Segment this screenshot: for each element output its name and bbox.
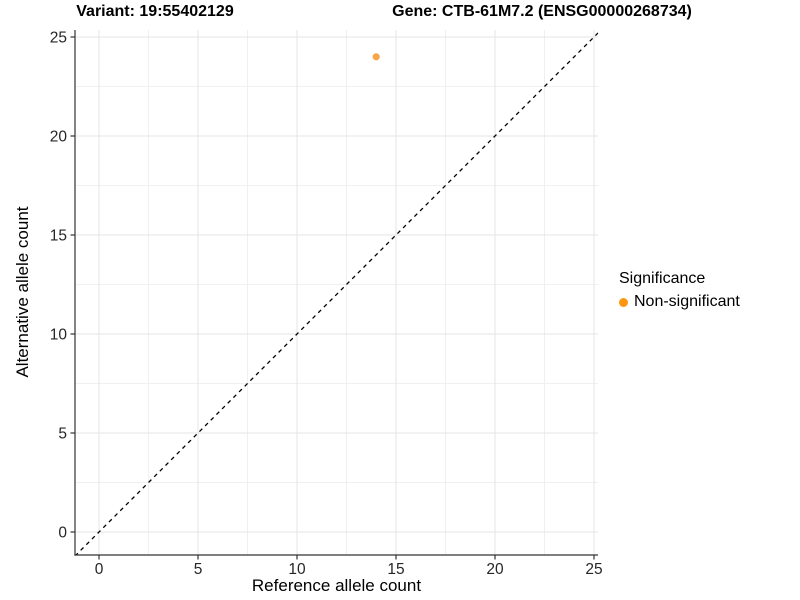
y-axis-title: Alternative allele count [13, 206, 32, 378]
x-tick-label: 20 [486, 561, 504, 578]
x-tick-label: 10 [288, 561, 306, 578]
x-tick-label: 15 [387, 561, 404, 578]
legend-entry-non-significant: Non-significant [619, 293, 740, 311]
x-axis-title: Reference allele count [251, 576, 422, 595]
plot-title-variant: Variant: 19:55402129 [76, 3, 234, 20]
y-tick-label: 10 [50, 327, 68, 344]
legend-entry-label: Non-significant [634, 293, 740, 310]
y-tick-label: 20 [50, 129, 68, 146]
x-tick-label: 25 [585, 561, 602, 578]
identity-dashed-line [75, 32, 598, 555]
y-tick-label: 5 [58, 426, 67, 443]
x-tick-label: 0 [95, 561, 104, 578]
legend-title: Significance [619, 270, 706, 287]
legend: Significance Non-significant [619, 270, 740, 311]
legend-point-icon [619, 297, 628, 307]
y-tick-label: 25 [50, 30, 67, 47]
x-tick-label: 5 [194, 561, 203, 578]
plot-title-gene: Gene: CTB-61M7.2 (ENSG00000268734) [392, 3, 692, 20]
y-tick-label: 0 [58, 525, 67, 542]
y-tick-label: 15 [50, 228, 67, 245]
data-point [372, 53, 380, 61]
